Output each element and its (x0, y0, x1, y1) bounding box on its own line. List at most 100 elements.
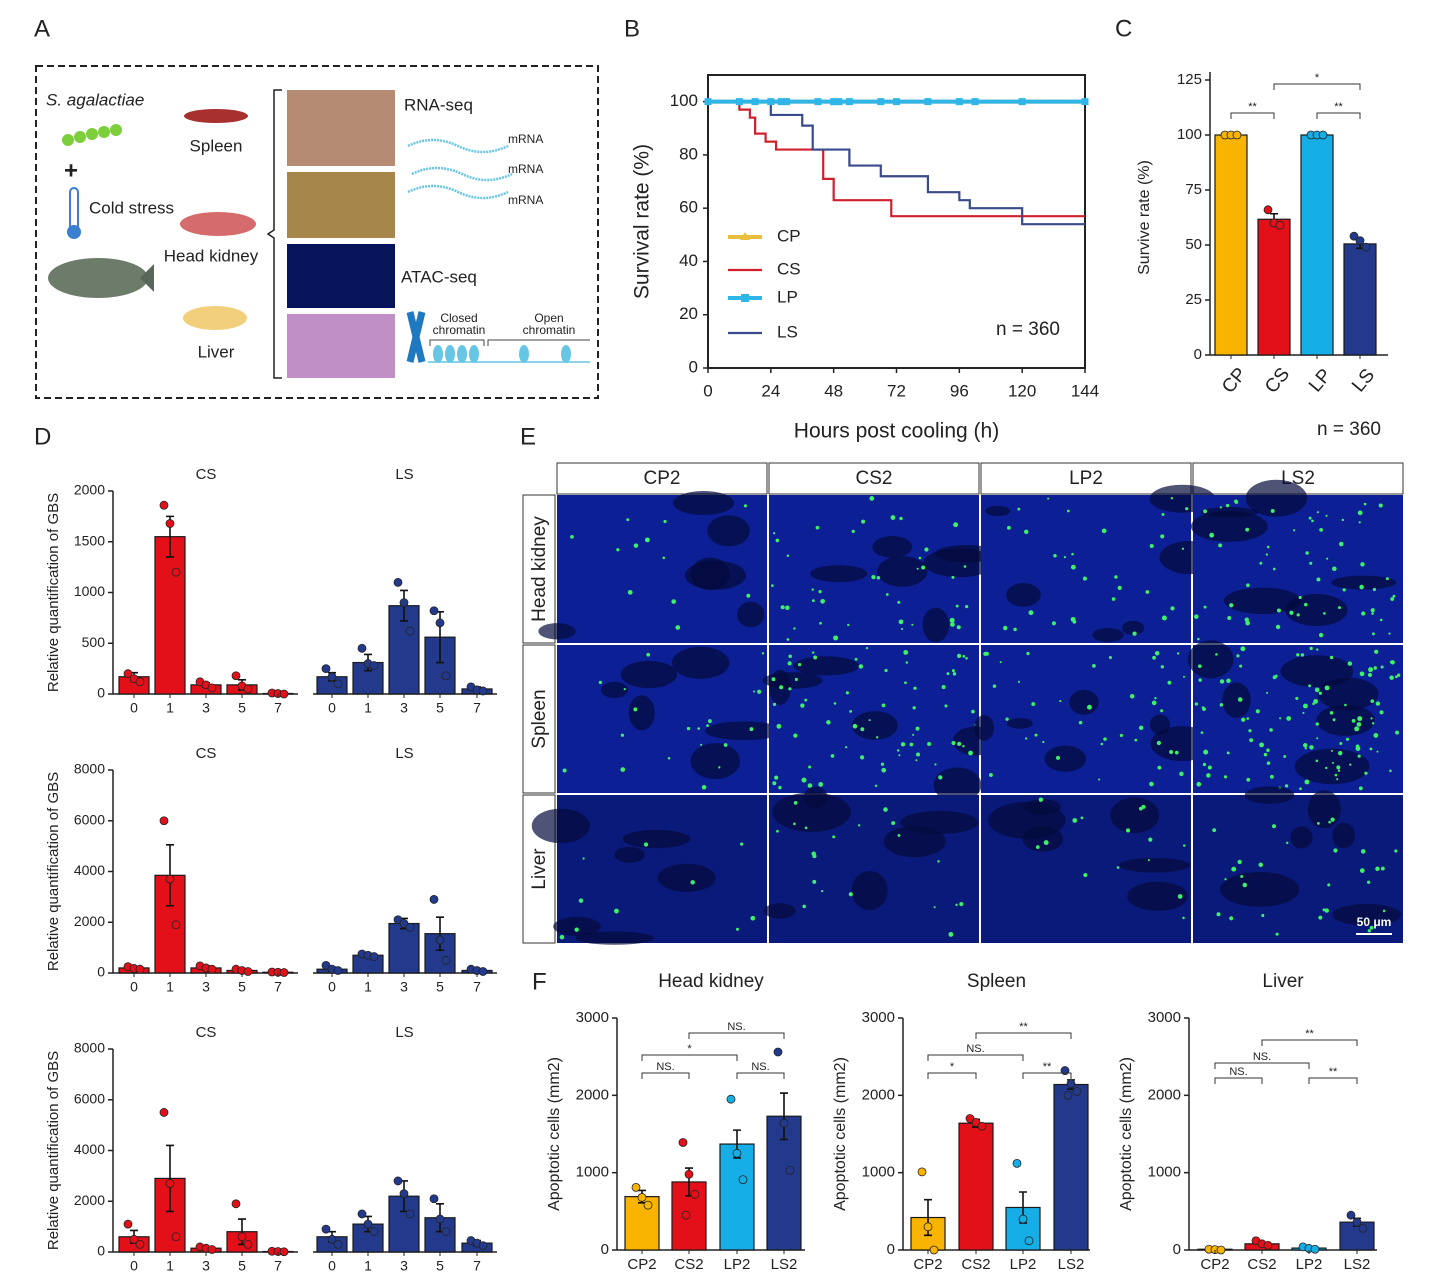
significance-bracket (1022, 1072, 1072, 1079)
apoptotic-cell (802, 904, 807, 909)
panel-letter: F (532, 968, 547, 995)
dark-region (877, 556, 928, 587)
apoptotic-cell (1031, 702, 1036, 706)
apoptotic-cell (1269, 728, 1273, 732)
data-point (1066, 1079, 1076, 1089)
closed: chromatin (433, 323, 486, 337)
apoptotic-cell (941, 685, 946, 690)
apoptotic-cell (1315, 759, 1319, 763)
significance-bracket (975, 1032, 1072, 1039)
apoptotic-cell (1316, 511, 1319, 514)
data-point (785, 1165, 795, 1175)
survival-line (708, 100, 1085, 226)
data-point (1018, 1214, 1028, 1224)
x-axis-label: Hours post cooling (h) (794, 420, 999, 443)
apoptotic-cell (707, 719, 712, 724)
dark-region (614, 846, 645, 863)
data-point (429, 1194, 439, 1204)
apoptotic-cell (1359, 868, 1365, 873)
apoptotic-cell (735, 927, 739, 931)
apoptotic-cell (952, 672, 957, 676)
apoptotic-cell (1160, 534, 1165, 539)
apoptotic-cell (934, 763, 937, 766)
apoptotic-cell (1215, 653, 1218, 656)
marker (1081, 98, 1089, 106)
apoptotic-cell (1351, 718, 1356, 723)
bar (388, 922, 420, 974)
apoptotic-cell (913, 686, 917, 690)
apoptotic-cell (1300, 653, 1305, 657)
apoptotic-cell (815, 525, 820, 530)
data-point (1072, 1087, 1082, 1096)
x-tick-label: CS2 (674, 1256, 703, 1273)
apoptotic-cell (779, 685, 784, 690)
apoptotic-cell (562, 768, 567, 773)
apoptotic-cell (1101, 528, 1107, 534)
dark-region (851, 870, 888, 911)
data-point (478, 686, 488, 696)
apoptotic-cell (957, 741, 962, 746)
apoptotic-cell (1013, 627, 1017, 632)
y-axis-label: Apoptotic cells (mm2) (1118, 1057, 1135, 1211)
data-point (243, 684, 253, 694)
apoptotic-cell (1028, 610, 1034, 616)
apoptotic-cell (1368, 667, 1373, 673)
apoptotic-cell (951, 741, 956, 746)
apoptotic-cell (812, 854, 817, 859)
dark-region (1118, 857, 1191, 873)
x-tick-label: 0 (130, 1258, 138, 1274)
significance-label: ** (1305, 1028, 1314, 1040)
dark-region (1332, 903, 1402, 926)
data-point (231, 671, 241, 681)
data-point (171, 920, 181, 930)
apoptotic-cell (1357, 754, 1361, 758)
data-point (357, 1209, 367, 1219)
y-axis-label: Relative quantification of GBS (45, 493, 62, 692)
apoptotic-cell (1375, 701, 1381, 706)
apoptotic-cell (1390, 597, 1395, 601)
dark-region (1244, 786, 1295, 804)
apoptotic-cell (1302, 711, 1305, 715)
x-tick-label: LP2 (1296, 1256, 1323, 1273)
y-tick-label: 4000 (74, 1141, 105, 1157)
stress: Cold stress (89, 198, 174, 217)
apoptotic-cell (1183, 844, 1186, 847)
apoptotic-cell (1304, 602, 1308, 607)
dark-region (685, 560, 747, 590)
apoptotic-cell (1356, 722, 1362, 727)
apoptotic-cell (971, 709, 975, 714)
apoptotic-cell (1072, 818, 1078, 823)
data-point (690, 1189, 700, 1199)
apoptotic-cell (1313, 699, 1318, 704)
data-point (435, 935, 445, 945)
apoptotic-cell (1179, 771, 1184, 777)
data-point (369, 1227, 379, 1237)
y-tick-label: 0 (887, 1241, 895, 1258)
apoptotic-cell (1066, 509, 1070, 513)
apoptotic-cell (1390, 660, 1395, 665)
x-tick-label: 7 (274, 979, 282, 995)
apoptotic-cell (1141, 804, 1146, 809)
apoptotic-cell (854, 657, 858, 661)
dark-region (988, 801, 1066, 839)
apoptotic-cell (1082, 576, 1088, 581)
apoptotic-cell (1129, 694, 1135, 699)
y-tick-label: 0 (689, 357, 698, 376)
apoptotic-cell (1274, 674, 1278, 678)
plus: + (64, 157, 78, 184)
apoptotic-cell (774, 775, 779, 780)
significance-label: ** (1019, 1021, 1028, 1033)
data-point (681, 1210, 691, 1220)
apoptotic-cell (891, 821, 896, 825)
apoptotic-cell (852, 723, 858, 729)
apoptotic-cell (1203, 605, 1207, 609)
apoptotic-cell (1380, 665, 1384, 669)
apoptotic-cell (772, 702, 777, 707)
data-point (1024, 1236, 1034, 1246)
apoptotic-cell (1246, 583, 1250, 588)
apoptotic-cell (1169, 749, 1174, 754)
apoptotic-cell (1258, 862, 1264, 868)
apoptotic-cell (885, 593, 889, 596)
apoptotic-cell (1161, 615, 1167, 621)
